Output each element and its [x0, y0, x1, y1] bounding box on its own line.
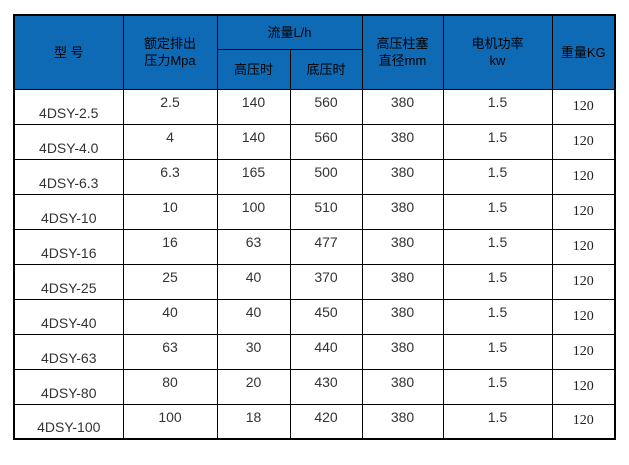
plunger-cell: 380 [361, 403, 444, 440]
plunger-cell: 380 [361, 263, 444, 300]
table-row: 4DSY-25 25 40 370 380 1.5 120 [13, 263, 616, 300]
plunger-cell: 380 [361, 228, 444, 265]
table-row: 4DSY-100 100 18 420 380 1.5 120 [13, 403, 616, 440]
header-plunger-diameter: 高压柱塞 直径mm [361, 14, 444, 90]
header-flow-high: 高压时 [216, 48, 291, 90]
power-cell: 1.5 [442, 263, 553, 300]
plunger-cell: 380 [361, 193, 444, 230]
header-plunger-diameter-line2: 直径mm [378, 53, 427, 69]
weight-cell: 120 [551, 88, 616, 125]
weight-cell: 120 [551, 298, 616, 335]
power-cell: 1.5 [442, 333, 553, 370]
table-header: 型 号 额定排出 压力Mpa 流量L/h 高压柱塞 直径mm 电机功率 kw 重… [13, 14, 616, 90]
weight-cell: 120 [551, 228, 616, 265]
pressure-cell: 25 [122, 263, 218, 300]
header-rated-pressure: 额定排出 压力Mpa [122, 14, 218, 90]
flow-high-cell: 140 [216, 123, 291, 160]
plunger-cell: 380 [361, 368, 444, 405]
header-model: 型 号 [13, 14, 124, 90]
table-row: 4DSY-40 40 40 450 380 1.5 120 [13, 298, 616, 335]
pressure-cell: 16 [122, 228, 218, 265]
power-cell: 1.5 [442, 158, 553, 195]
header-flow-group: 流量L/h [216, 14, 363, 50]
flow-low-cell: 430 [289, 368, 363, 405]
model-cell: 4DSY-40 [13, 298, 124, 335]
pump-spec-table: 型 号 额定排出 压力Mpa 流量L/h 高压柱塞 直径mm 电机功率 kw 重… [13, 14, 616, 440]
flow-high-cell: 140 [216, 88, 291, 125]
pressure-cell: 6.3 [122, 158, 218, 195]
weight-cell: 120 [551, 368, 616, 405]
power-cell: 1.5 [442, 88, 553, 125]
flow-low-cell: 477 [289, 228, 363, 265]
header-motor-power-line2: kw [489, 53, 506, 69]
power-cell: 1.5 [442, 403, 553, 440]
pressure-cell: 100 [122, 403, 218, 440]
table-row: 4DSY-16 16 63 477 380 1.5 120 [13, 228, 616, 265]
model-cell: 4DSY-2.5 [13, 88, 124, 125]
table-body: 4DSY-2.5 2.5 140 560 380 1.5 120 4DSY-4.… [13, 88, 616, 440]
table-row: 4DSY-2.5 2.5 140 560 380 1.5 120 [13, 88, 616, 125]
power-cell: 1.5 [442, 298, 553, 335]
model-cell: 4DSY-63 [13, 333, 124, 370]
flow-high-cell: 40 [216, 298, 291, 335]
flow-low-cell: 440 [289, 333, 363, 370]
flow-high-cell: 40 [216, 263, 291, 300]
flow-high-cell: 165 [216, 158, 291, 195]
power-cell: 1.5 [442, 123, 553, 160]
pressure-cell: 80 [122, 368, 218, 405]
plunger-cell: 380 [361, 333, 444, 370]
weight-cell: 120 [551, 158, 616, 195]
pressure-cell: 2.5 [122, 88, 218, 125]
model-cell: 4DSY-10 [13, 193, 124, 230]
pressure-cell: 4 [122, 123, 218, 160]
plunger-cell: 380 [361, 88, 444, 125]
table-row: 4DSY-4.0 4 140 560 380 1.5 120 [13, 123, 616, 160]
weight-cell: 120 [551, 263, 616, 300]
table-row: 4DSY-80 80 20 430 380 1.5 120 [13, 368, 616, 405]
flow-high-cell: 18 [216, 403, 291, 440]
pressure-cell: 63 [122, 333, 218, 370]
weight-cell: 120 [551, 403, 616, 440]
header-weight: 重量KG [551, 14, 616, 90]
power-cell: 1.5 [442, 228, 553, 265]
flow-high-cell: 100 [216, 193, 291, 230]
header-row-top: 型 号 额定排出 压力Mpa 流量L/h 高压柱塞 直径mm 电机功率 kw 重… [13, 14, 616, 90]
header-flow-low: 底压时 [289, 48, 363, 90]
header-motor-power: 电机功率 kw [442, 14, 553, 90]
header-rated-pressure-line1: 额定排出 [143, 36, 196, 52]
flow-high-cell: 20 [216, 368, 291, 405]
flow-low-cell: 510 [289, 193, 363, 230]
pressure-cell: 10 [122, 193, 218, 230]
flow-high-cell: 63 [216, 228, 291, 265]
pressure-cell: 40 [122, 298, 218, 335]
power-cell: 1.5 [442, 193, 553, 230]
table-row: 4DSY-10 10 100 510 380 1.5 120 [13, 193, 616, 230]
header-row-sub: 高压时 底压时 [14, 48, 615, 90]
power-cell: 1.5 [442, 368, 553, 405]
header-rated-pressure-line2: 压力Mpa [144, 53, 196, 69]
model-cell: 4DSY-100 [13, 403, 124, 440]
flow-high-cell: 30 [216, 333, 291, 370]
flow-low-cell: 420 [289, 403, 363, 440]
weight-cell: 120 [551, 333, 616, 370]
flow-low-cell: 560 [289, 123, 363, 160]
table-row: 4DSY-63 63 30 440 380 1.5 120 [13, 333, 616, 370]
header-plunger-diameter-line1: 高压柱塞 [376, 36, 429, 52]
flow-low-cell: 500 [289, 158, 363, 195]
header-motor-power-line1: 电机功率 [471, 36, 524, 52]
plunger-cell: 380 [361, 123, 444, 160]
model-cell: 4DSY-6.3 [13, 158, 124, 195]
model-cell: 4DSY-80 [13, 368, 124, 405]
plunger-cell: 380 [361, 298, 444, 335]
plunger-cell: 380 [361, 158, 444, 195]
flow-low-cell: 560 [289, 88, 363, 125]
model-cell: 4DSY-4.0 [13, 123, 124, 160]
weight-cell: 120 [551, 193, 616, 230]
weight-cell: 120 [551, 123, 616, 160]
model-cell: 4DSY-16 [13, 228, 124, 265]
flow-low-cell: 450 [289, 298, 363, 335]
table-row: 4DSY-6.3 6.3 165 500 380 1.5 120 [13, 158, 616, 195]
flow-low-cell: 370 [289, 263, 363, 300]
model-cell: 4DSY-25 [13, 263, 124, 300]
